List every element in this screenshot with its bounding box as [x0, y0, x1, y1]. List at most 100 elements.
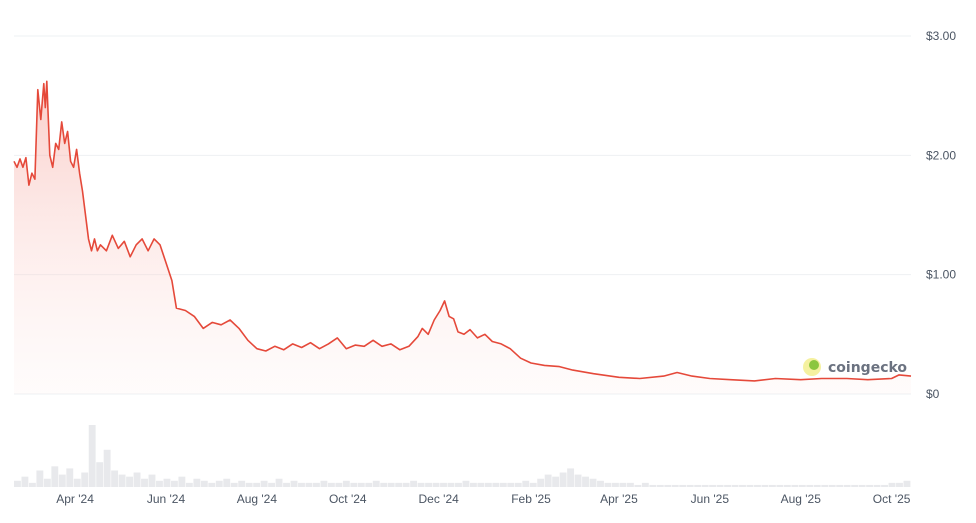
volume-bar: [499, 482, 507, 487]
volume-bar: [896, 482, 903, 487]
volume-bar: [283, 482, 290, 487]
volume-bar: [156, 480, 163, 487]
volume-bar: [739, 484, 746, 487]
y-tick-label: $2.00: [926, 148, 956, 162]
volume-bar: [88, 425, 96, 487]
x-tick-label: Jun '24: [147, 492, 186, 506]
volume-bar: [544, 474, 552, 487]
volume-bar: [664, 484, 672, 487]
volume-bar: [313, 482, 320, 487]
x-tick-label: Aug '25: [781, 492, 822, 506]
volume-bar: [230, 482, 238, 487]
volume-bar: [836, 484, 844, 487]
y-tick-label: $1.00: [926, 268, 956, 282]
volume-bar: [589, 478, 597, 487]
volume-bar: [200, 480, 208, 487]
volume-bar: [813, 484, 821, 487]
volume-bar: [111, 470, 119, 487]
watermark-text: coingecko: [828, 360, 907, 376]
volume-bar: [28, 482, 36, 487]
volume-bar: [365, 482, 373, 487]
volume-bar: [372, 480, 380, 487]
y-tick-label: $0: [926, 387, 940, 401]
x-tick-label: Oct '25: [873, 492, 911, 506]
volume-bar: [716, 484, 724, 487]
volume-bar: [425, 482, 432, 487]
x-axis: Apr '24 Jun '24 Aug '24 Oct '24 Dec '24 Feb '…: [56, 492, 911, 506]
volume-bar: [357, 482, 365, 487]
volume-bar: [170, 480, 178, 487]
volume-bar: [671, 484, 679, 487]
volume-bar: [275, 478, 283, 487]
x-tick-label: Feb '25: [511, 492, 551, 506]
volume-bar: [858, 484, 866, 487]
volume-bar: [567, 468, 575, 487]
volume-bar: [208, 482, 216, 487]
x-tick-label: Oct '24: [329, 492, 367, 506]
volume-bar: [679, 484, 687, 487]
volume-bar: [268, 482, 276, 487]
volume-bar: [51, 466, 59, 487]
volume-bar: [649, 484, 657, 487]
y-tick-label: $3.00: [926, 29, 956, 43]
volume-bar: [641, 482, 649, 487]
volume-bar: [843, 484, 851, 487]
volume-bar: [260, 480, 268, 487]
volume-bar: [193, 478, 201, 487]
volume-bar: [851, 484, 859, 487]
x-tick-label: Aug '24: [237, 492, 278, 506]
volume-bar: [537, 478, 545, 487]
volume-bar: [36, 470, 44, 487]
volume-bar: [701, 484, 709, 487]
volume-bar: [634, 484, 642, 487]
volume-bar: [402, 482, 410, 487]
y-axis: $0 $1.00 $2.00 $3.00: [926, 29, 956, 401]
volume-bar: [118, 474, 126, 487]
volume-bar: [656, 484, 664, 487]
volume-bar: [903, 480, 911, 487]
volume-bar: [350, 482, 358, 487]
volume-bar: [866, 484, 874, 487]
x-tick-label: Dec '24: [419, 492, 460, 506]
volume-bar: [410, 480, 418, 487]
volume-bar: [440, 482, 447, 487]
coingecko-logo-inner-icon: [809, 360, 819, 370]
volume-bar: [574, 474, 582, 487]
volume-bar: [604, 482, 612, 487]
volume-bar: [335, 482, 343, 487]
volume-bar: [215, 480, 223, 487]
volume-bar: [81, 472, 89, 487]
volume-bar: [582, 476, 589, 487]
volume-bar: [148, 474, 156, 487]
volume-bar: [768, 484, 776, 487]
volume-bar: [141, 478, 148, 487]
volume-bar: [694, 484, 702, 487]
volume-bar: [469, 482, 477, 487]
volume-bar: [238, 480, 246, 487]
volume-bar: [103, 449, 111, 487]
volume-bar: [387, 482, 395, 487]
volume-bar: [380, 482, 388, 487]
volume-bar: [761, 484, 769, 487]
volume-bar: [559, 472, 567, 487]
volume-bar: [522, 480, 530, 487]
volume-bar: [432, 482, 440, 487]
volume-bar: [686, 484, 694, 487]
volume-bar: [597, 480, 604, 487]
volume-bar: [821, 484, 829, 487]
volume-bar: [163, 478, 171, 487]
volume-bar: [14, 480, 21, 487]
volume-bar: [529, 482, 537, 487]
volume-bar: [626, 482, 634, 487]
volume-bar: [806, 484, 814, 487]
x-tick-label: Jun '25: [691, 492, 730, 506]
volume-bar: [492, 482, 500, 487]
volume-bar: [223, 478, 231, 487]
volume-bar: [873, 484, 881, 487]
volume-bar: [447, 482, 455, 487]
volume-bar: [828, 484, 836, 487]
volume-bar: [43, 478, 51, 487]
series-area-fill: [14, 81, 911, 395]
volume-bar: [798, 484, 806, 487]
